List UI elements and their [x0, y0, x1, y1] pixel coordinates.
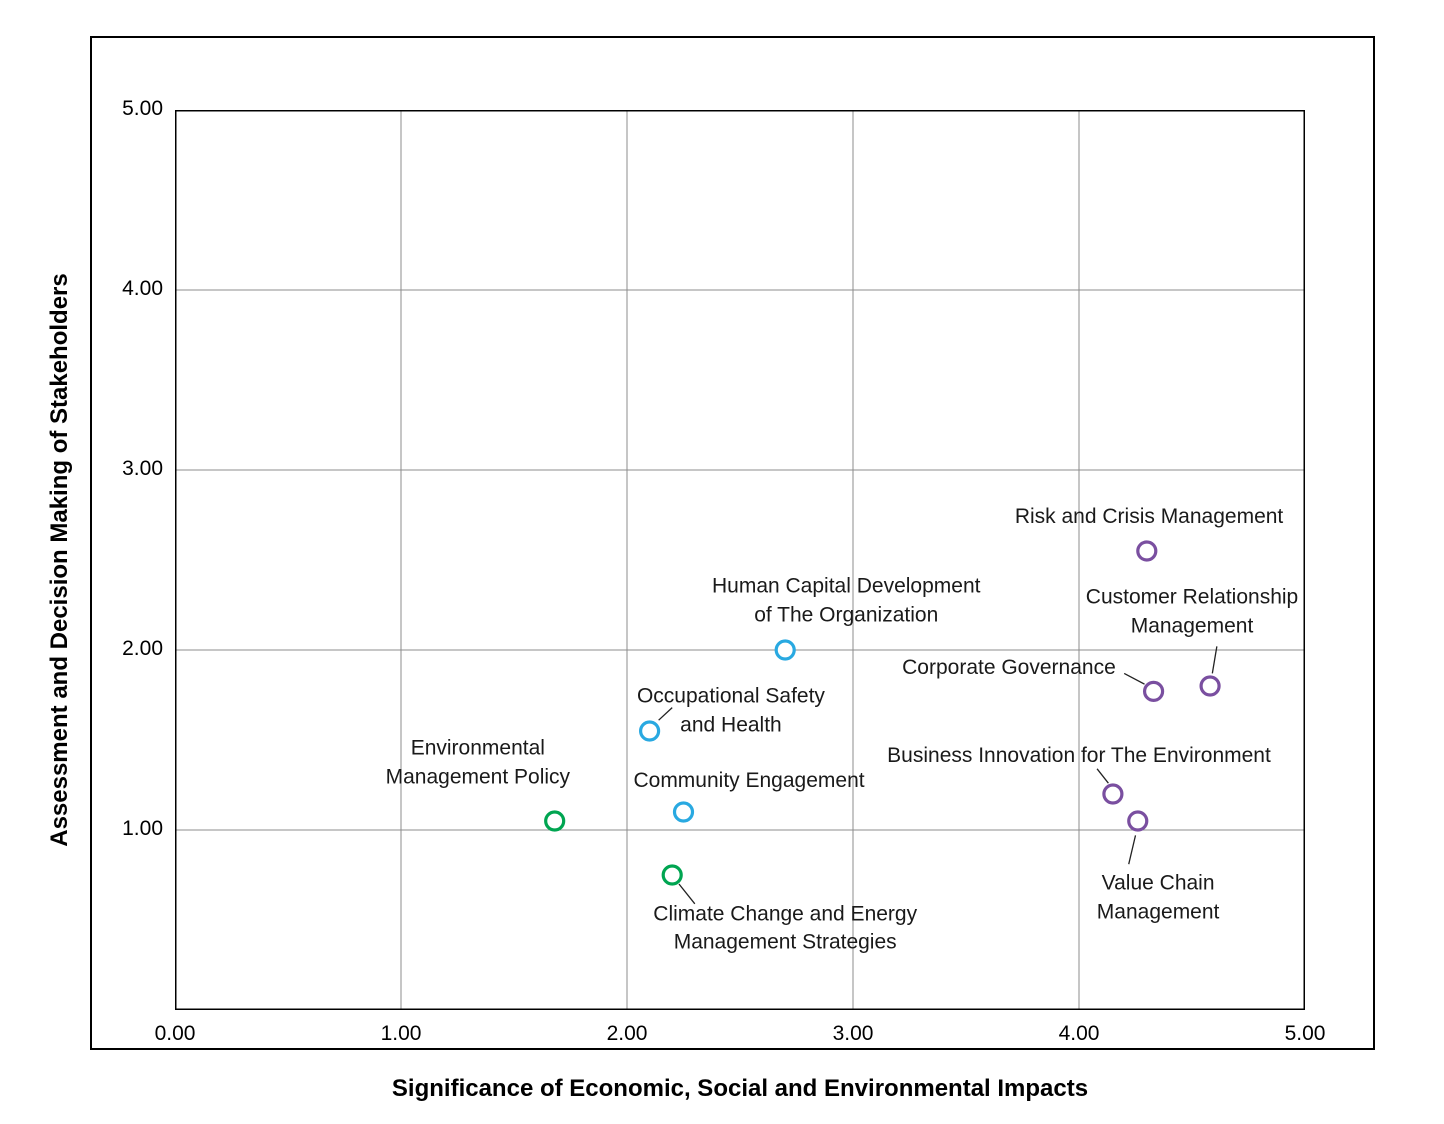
point-label: Climate Change and Energy Management Stra…: [653, 901, 917, 958]
x-tick-label: 3.00: [832, 1022, 874, 1045]
point-label: Environmental Management Policy: [386, 735, 570, 792]
data-point: [672, 801, 695, 823]
plot-border: [175, 110, 1305, 1010]
point-label: Customer Relationship Management: [1086, 584, 1298, 641]
point-label-line: Customer Relationship: [1085, 585, 1299, 609]
point-label: Community Engagement: [633, 767, 864, 795]
point-label: Risk and Crisis Management: [1015, 503, 1283, 531]
y-tick-label: 2.00: [122, 637, 163, 660]
point-label-line: Occupational Safety: [636, 684, 825, 708]
point-label: Corporate Governance: [902, 654, 1116, 682]
y-tick-label: 5.00: [122, 97, 163, 120]
data-point: [1102, 783, 1124, 805]
data-point: [774, 639, 796, 661]
scatter-plot-svg: [175, 110, 1305, 1010]
data-point: [661, 864, 683, 886]
data-point: [1142, 680, 1165, 703]
x-tick-label: 1.00: [380, 1022, 422, 1045]
label-leader-line: [1211, 646, 1218, 674]
label-leader-line: [678, 883, 696, 905]
y-axis-title: Assessment and Decision Making of Stakeh…: [46, 273, 73, 847]
point-label-line: Management: [1130, 614, 1254, 638]
label-leader-line: [1123, 672, 1145, 685]
label-leader-line: [1128, 835, 1137, 865]
data-point: [1136, 540, 1158, 562]
point-label-line: Risk and Crisis Management: [1014, 504, 1284, 528]
point-label-line: and Health: [680, 713, 782, 737]
plot-area: Environmental Management Policy Climate Ch…: [175, 110, 1305, 1010]
data-point: [544, 810, 566, 832]
y-tick-label: 3.00: [122, 457, 163, 480]
x-tick-label: 5.00: [1284, 1022, 1326, 1045]
point-label-line: Community Engagement: [633, 769, 865, 793]
point-label-line: Climate Change and Energy: [653, 902, 918, 926]
point-label-line: Business Innovation for The Environment: [887, 744, 1271, 768]
point-label-line: Management Strategies: [673, 931, 897, 954]
y-tick-label: 1.00: [122, 817, 163, 840]
point-label-line: Environmental: [410, 737, 545, 761]
data-point: [639, 720, 661, 742]
data-point: [1127, 810, 1149, 832]
figure-frame: [90, 36, 1375, 1050]
point-label: Human Capital Development of The Organiza…: [712, 573, 980, 630]
point-label-line: Management Policy: [385, 765, 571, 789]
point-label: Occupational Safety and Health: [637, 683, 825, 740]
data-point: [1199, 675, 1221, 697]
point-label-line: Corporate Governance: [902, 655, 1116, 679]
x-axis-title: Significance of Economic, Social and Env…: [391, 1075, 1089, 1102]
x-tick-label: 0.00: [154, 1022, 196, 1045]
y-tick-label: 4.00: [122, 277, 163, 300]
point-label-line: Value Chain: [1101, 872, 1215, 896]
point-label-line: Human Capital Development: [711, 575, 981, 599]
point-label-line: of The Organization: [754, 603, 939, 627]
x-tick-label: 2.00: [606, 1022, 648, 1045]
x-tick-label: 4.00: [1058, 1022, 1100, 1045]
point-label-line: Management: [1096, 900, 1220, 924]
point-label: Business Innovation for The Environment: [887, 742, 1271, 770]
label-leader-line: [658, 707, 673, 721]
point-label: Value Chain Management: [1097, 870, 1220, 927]
label-leader-line: [1096, 768, 1109, 784]
